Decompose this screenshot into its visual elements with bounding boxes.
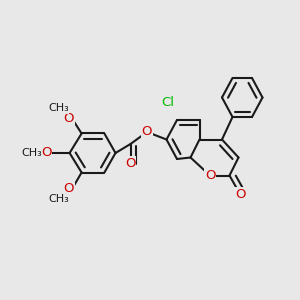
- Text: O: O: [142, 125, 152, 139]
- Text: O: O: [125, 157, 136, 170]
- Text: O: O: [235, 188, 245, 201]
- Text: O: O: [64, 182, 74, 196]
- Text: O: O: [41, 146, 52, 160]
- Text: O: O: [205, 169, 215, 182]
- Text: CH₃: CH₃: [48, 194, 69, 205]
- Text: CH₃: CH₃: [48, 103, 69, 113]
- Text: Cl: Cl: [161, 95, 175, 109]
- Text: CH₃: CH₃: [21, 148, 42, 158]
- Text: O: O: [64, 112, 74, 125]
